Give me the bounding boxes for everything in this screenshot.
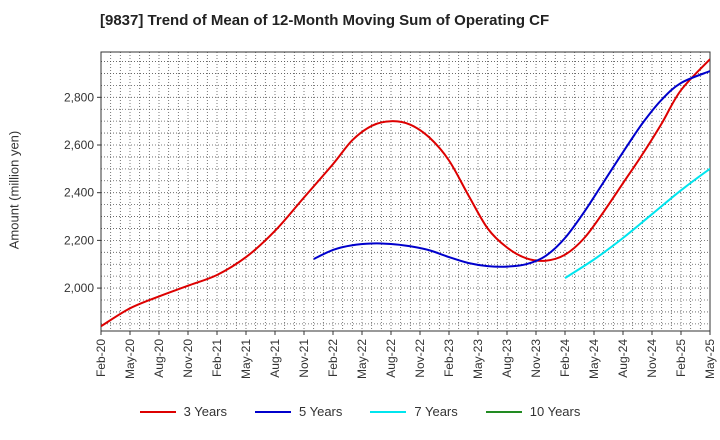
- x-tick-label: May-22: [355, 339, 369, 379]
- x-tick-label: Feb-24: [558, 339, 572, 377]
- x-tick-label: Aug-22: [384, 339, 398, 378]
- x-tick-label: Feb-22: [326, 339, 340, 377]
- series-line-3-years: [101, 58, 710, 328]
- x-tick-label: Feb-25: [674, 339, 688, 377]
- legend-label: 3 Years: [183, 404, 227, 419]
- x-tick-label: Feb-23: [442, 339, 456, 377]
- legend-label: 10 Years: [529, 404, 581, 419]
- series-line-5-years: [313, 70, 710, 268]
- legend-swatch: [485, 410, 522, 413]
- x-tick-label: Aug-23: [500, 339, 514, 378]
- legend-label: 5 Years: [299, 404, 343, 419]
- legend-swatch: [370, 410, 407, 413]
- x-tick-label: May-23: [471, 339, 485, 379]
- x-tick-label: May-24: [587, 339, 601, 379]
- x-tick-label: Aug-24: [616, 339, 630, 378]
- x-tick-label: Feb-21: [210, 339, 224, 377]
- legend-item-10-years: 10 Years: [485, 404, 581, 419]
- plot-frame: [100, 51, 711, 332]
- x-tick-label: Nov-21: [297, 339, 311, 378]
- x-tick-label: May-25: [703, 339, 717, 379]
- legend-swatch: [255, 410, 291, 413]
- x-tick-label: Nov-22: [413, 339, 427, 378]
- legend-label: 7 Years: [414, 404, 458, 419]
- legend-item-7-years: 7 Years: [370, 404, 458, 419]
- x-tick-label: May-20: [123, 339, 137, 379]
- x-tick-label: Nov-24: [645, 339, 659, 378]
- y-tick-label: 2,200: [64, 233, 94, 247]
- legend: 3 Years 5 Years 7 Years 10 Years: [0, 404, 720, 419]
- x-tick-label: Aug-20: [152, 339, 166, 378]
- y-tick-label: 2,400: [64, 186, 94, 200]
- x-tick-label: Aug-21: [268, 339, 282, 378]
- legend-item-5-years: 5 Years: [255, 404, 342, 419]
- y-tick-label: 2,000: [64, 281, 94, 295]
- y-tick-label: 2,800: [64, 90, 94, 104]
- y-tick-label: 2,600: [64, 138, 94, 152]
- x-tick-label: Nov-20: [181, 339, 195, 378]
- series-line-7-years: [564, 167, 710, 279]
- x-tick-label: Feb-20: [94, 339, 108, 377]
- x-tick-label: Nov-23: [529, 339, 543, 378]
- plot-background: [101, 52, 710, 331]
- legend-item-3-years: 3 Years: [139, 404, 227, 419]
- x-tick-label: May-21: [239, 339, 253, 379]
- legend-swatch: [139, 410, 176, 413]
- chart-title: [9837] Trend of Mean of 12-Month Moving …: [100, 12, 550, 29]
